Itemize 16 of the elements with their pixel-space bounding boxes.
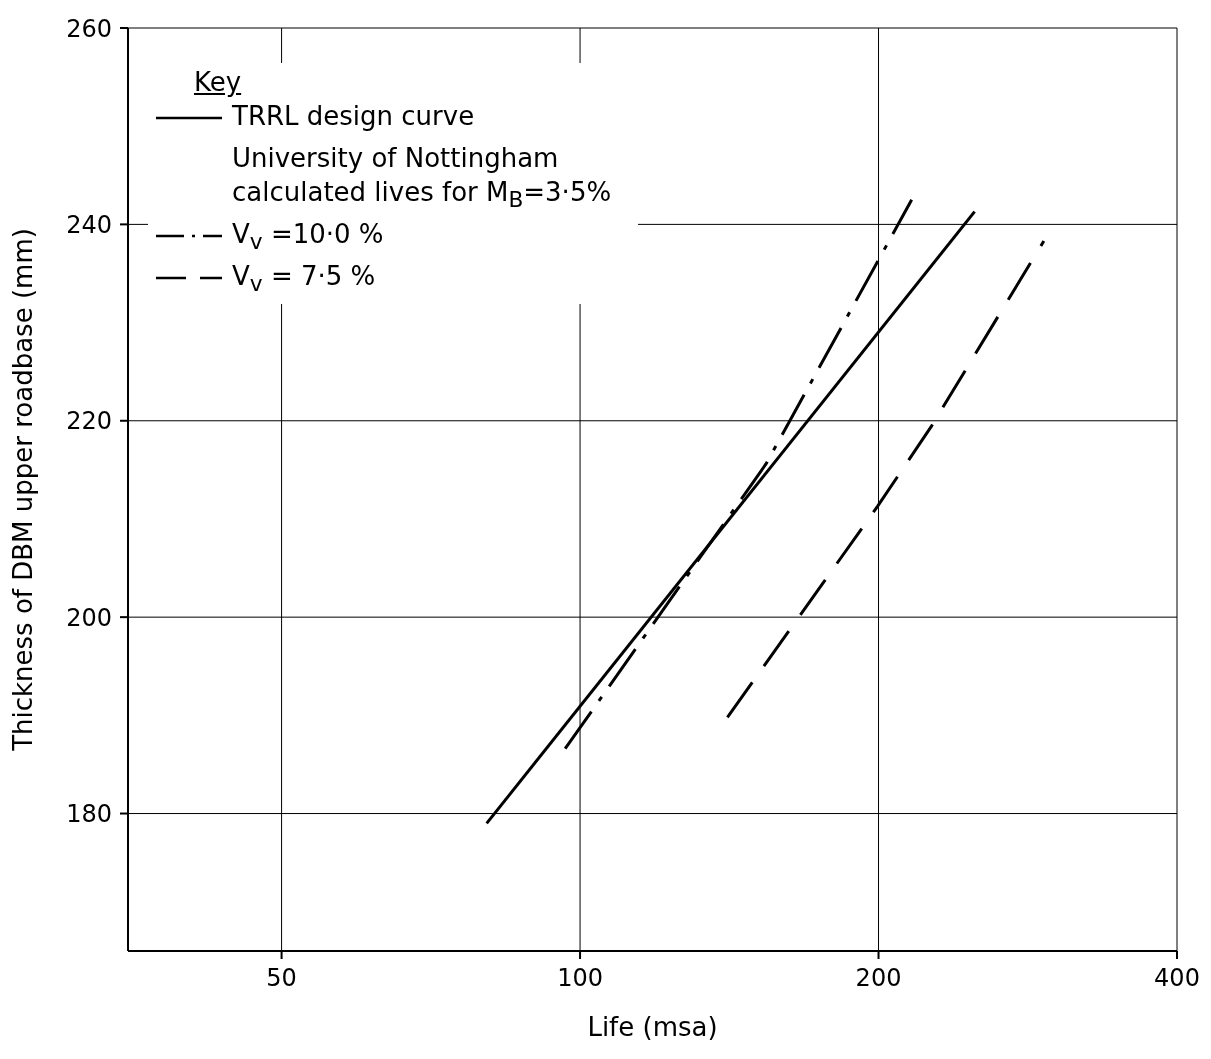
legend-label: V$_{v}$ = 7·5 % xyxy=(232,261,376,297)
x-tick-label: 400 xyxy=(1154,964,1200,993)
legend-label: V$_{v}$ =10·0 % xyxy=(232,219,384,255)
y-tick-label: 220 xyxy=(66,407,112,436)
legend-label: TRRL design curve xyxy=(232,101,475,131)
y-tick-label: 260 xyxy=(66,14,112,43)
y-tick-label: 180 xyxy=(66,800,112,829)
y-tick-label: 200 xyxy=(66,603,112,632)
x-tick-label: 200 xyxy=(855,964,902,993)
x-tick-label: 100 xyxy=(557,964,603,993)
x-tick-label: 50 xyxy=(266,964,297,993)
y-axis-title: Thickness of DBM upper roadbase (mm) xyxy=(8,228,39,752)
legend-title: Key xyxy=(194,66,243,99)
y-tick-label: 240 xyxy=(66,210,112,239)
annotation: University of Nottingham calculated lives for M$_{B}$=3·5% xyxy=(232,142,613,215)
x-axis-title: Life (msa) xyxy=(587,1012,718,1042)
